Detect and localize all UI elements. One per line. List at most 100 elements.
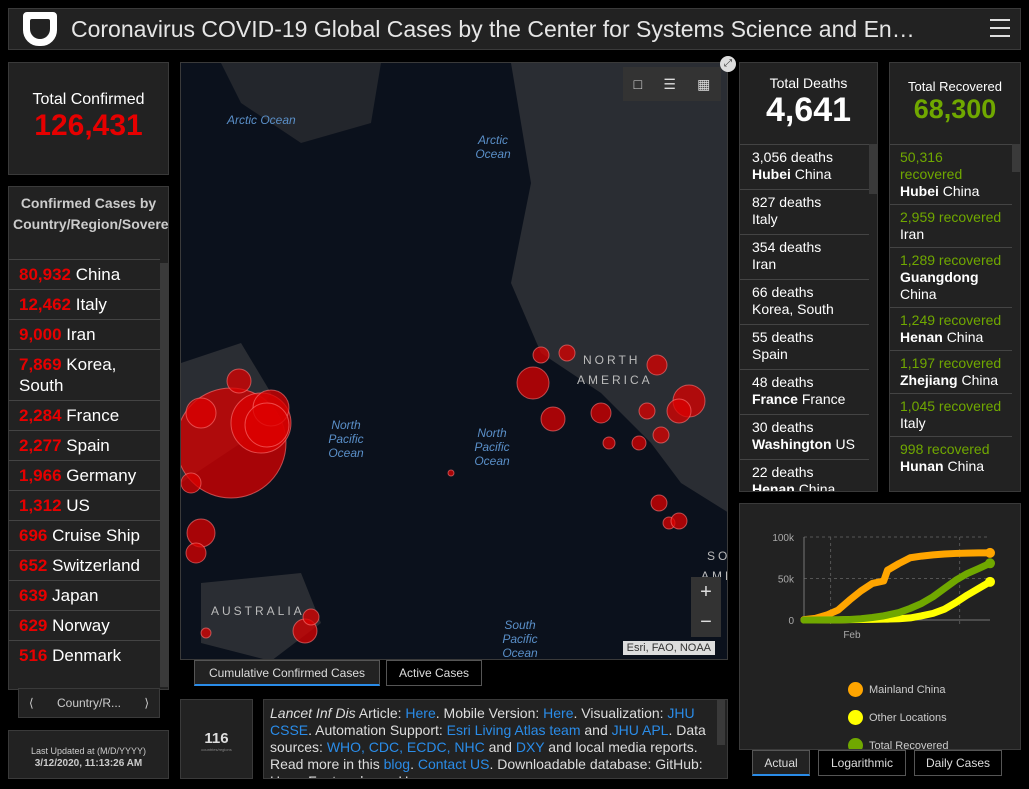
- case-bubble[interactable]: [558, 344, 576, 362]
- country-name: China: [794, 166, 832, 182]
- deaths-list-item[interactable]: 55 deaths Spain: [740, 324, 869, 369]
- case-bubble[interactable]: [638, 402, 656, 420]
- case-bubble[interactable]: [652, 426, 670, 444]
- deaths-list-item[interactable]: 48 deaths France France: [740, 369, 869, 414]
- province-name: Guangdong: [900, 269, 979, 285]
- case-bubble[interactable]: [186, 518, 216, 548]
- zoom-out-button[interactable]: −: [700, 611, 712, 633]
- country-list-item[interactable]: 2,284 France: [9, 400, 160, 430]
- deaths-list-item[interactable]: 354 deaths Iran: [740, 234, 869, 279]
- case-bubble[interactable]: [590, 402, 612, 424]
- case-count: 639: [19, 586, 48, 605]
- country-name: Italy: [900, 415, 926, 431]
- tab-cumulative-confirmed[interactable]: Cumulative Confirmed Cases: [194, 660, 380, 686]
- count: 1,289 recovered: [900, 252, 1002, 268]
- zoom-in-button[interactable]: +: [700, 581, 712, 603]
- scrollbar[interactable]: [160, 263, 168, 687]
- recovered-list-item[interactable]: 1,197 recovered Zhejiang China: [890, 350, 1012, 393]
- scrollbar[interactable]: [869, 144, 877, 194]
- jhu-csse-link[interactable]: JHU CSSE: [270, 705, 695, 738]
- country-list-item[interactable]: 9,000 Iran: [9, 319, 160, 349]
- series-endpoint[interactable]: [985, 547, 995, 558]
- case-bubble[interactable]: [185, 397, 217, 429]
- case-bubble[interactable]: [244, 402, 290, 448]
- x-tick-label: Feb: [843, 630, 861, 641]
- map-view[interactable]: Arctic Ocean Arctic Ocean North Pacific …: [180, 62, 728, 660]
- country-list-item[interactable]: 12,462 Italy: [9, 289, 160, 319]
- deaths-list-item[interactable]: 827 deaths Italy: [740, 189, 869, 234]
- deaths-list-item[interactable]: 66 deaths Korea, South: [740, 279, 869, 324]
- case-bubble[interactable]: [181, 472, 202, 494]
- case-count: 652: [19, 556, 48, 575]
- recovered-list-item[interactable]: 50,316 recovered Hubei China: [890, 144, 1012, 204]
- legend-item: Total Recovered: [848, 738, 949, 749]
- case-bubble[interactable]: [631, 435, 647, 451]
- map-label: Arctic Ocean: [475, 133, 511, 161]
- bookmark-icon[interactable]: □: [633, 76, 643, 92]
- country-name: Iran: [752, 256, 777, 272]
- total-deaths-panel: Total Deaths 4,641 3,056 deaths Hubei Chi…: [739, 62, 878, 492]
- country-list-item[interactable]: 2,277 Spain: [9, 430, 160, 460]
- case-bubble[interactable]: [602, 436, 616, 450]
- cases-chart: 0 50k 100k Feb: [772, 533, 995, 641]
- mobile-link[interactable]: Here: [543, 705, 574, 721]
- tab-actual[interactable]: Actual: [752, 750, 810, 776]
- province-name: Hubei: [752, 166, 791, 182]
- scrollbar[interactable]: [1012, 144, 1020, 172]
- recovered-list-item[interactable]: 1,289 recovered Guangdong China: [890, 247, 1012, 307]
- country-list-item[interactable]: 516 Denmark: [9, 640, 160, 670]
- contact-link[interactable]: Contact US: [417, 756, 490, 772]
- basemap-gallery-icon[interactable]: ▦: [697, 75, 711, 92]
- deaths-list-item[interactable]: 3,056 deaths Hubei China: [740, 144, 869, 189]
- legend-item: Mainland China: [848, 682, 945, 697]
- legend-label: Other Locations: [869, 711, 947, 724]
- total-deaths-label: Total Deaths: [769, 75, 848, 91]
- y-tick-label: 50k: [778, 575, 795, 586]
- jhu-apl-link[interactable]: JHU APL: [611, 722, 669, 738]
- case-bubble[interactable]: [666, 398, 692, 424]
- dxy-link[interactable]: DXY: [515, 739, 545, 755]
- series-endpoint[interactable]: [985, 558, 995, 569]
- sources-link[interactable]: WHO, CDC, ECDC, NHC: [326, 739, 485, 755]
- recovered-list-item[interactable]: 1,045 recovered Italy: [890, 393, 1012, 436]
- series-line-total-recovered: [800, 559, 994, 624]
- series-endpoint[interactable]: [985, 576, 995, 587]
- esri-link[interactable]: Esri Living Atlas team: [446, 722, 581, 738]
- tab-active-cases[interactable]: Active Cases: [386, 660, 482, 686]
- map-label: North Pacific Ocean: [474, 426, 510, 468]
- expand-icon[interactable]: ⤢: [720, 56, 736, 72]
- blog-link[interactable]: blog: [383, 756, 411, 772]
- case-bubble[interactable]: [650, 494, 668, 512]
- chevron-left-icon[interactable]: ⟨: [29, 696, 34, 710]
- country-list-item[interactable]: 696 Cruise Ship: [9, 520, 160, 550]
- case-bubble[interactable]: [532, 346, 550, 364]
- scrollbar[interactable]: [717, 700, 725, 745]
- country-list-item[interactable]: 1,312 US: [9, 490, 160, 520]
- tab-daily-cases[interactable]: Daily Cases: [914, 750, 1002, 776]
- country-list-item[interactable]: 7,869 Korea, South: [9, 349, 160, 400]
- deaths-list-item[interactable]: 22 deaths Henan China: [740, 459, 869, 491]
- case-bubble[interactable]: [646, 354, 668, 376]
- case-bubble[interactable]: [540, 406, 566, 432]
- case-bubble[interactable]: [447, 469, 455, 477]
- recovered-list-item[interactable]: 2,959 recovered Iran: [890, 204, 1012, 247]
- case-bubble[interactable]: [200, 627, 212, 639]
- case-bubble[interactable]: [226, 368, 252, 394]
- case-bubble[interactable]: [302, 608, 320, 626]
- recovered-list-item[interactable]: 1,249 recovered Henan China: [890, 307, 1012, 350]
- case-bubble[interactable]: [516, 366, 550, 400]
- case-bubble[interactable]: [670, 512, 688, 530]
- recovered-list-item[interactable]: 998 recovered Hunan China: [890, 436, 1012, 479]
- country-list-item[interactable]: 639 Japan: [9, 580, 160, 610]
- country-list-item[interactable]: 1,966 Germany: [9, 460, 160, 490]
- article-link[interactable]: Here: [405, 705, 436, 721]
- deaths-list-item[interactable]: 30 deaths Washington US: [740, 414, 869, 459]
- country-list-item[interactable]: 80,932 China: [9, 259, 160, 289]
- chevron-right-icon[interactable]: ⟩: [144, 696, 149, 710]
- menu-icon[interactable]: [990, 19, 1010, 37]
- country-list-item[interactable]: 652 Switzerland: [9, 550, 160, 580]
- tab-logarithmic[interactable]: Logarithmic: [818, 750, 906, 776]
- case-bubble[interactable]: [185, 542, 207, 564]
- legend-icon[interactable]: ☰: [663, 75, 676, 92]
- country-list-item[interactable]: 629 Norway: [9, 610, 160, 640]
